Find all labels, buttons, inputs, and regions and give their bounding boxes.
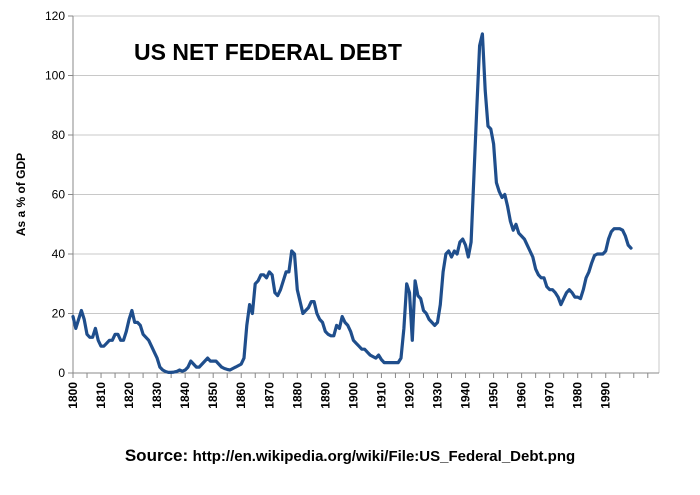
debt-series-line xyxy=(71,32,633,374)
axes xyxy=(68,15,659,378)
y-axis-label: As a % of GDP xyxy=(14,153,28,236)
source-caption: Source: http://en.wikipedia.org/wiki/Fil… xyxy=(0,446,700,466)
x-tick-label: 1870 xyxy=(262,382,276,409)
x-tick-label: 1850 xyxy=(206,382,220,409)
y-tick-label: 60 xyxy=(52,188,66,202)
chart-text: 0 20 40 60 80 100 120 1800 1810 1820 1830 1840 1850 1… xyxy=(14,9,613,409)
x-tick-label: 1920 xyxy=(402,382,416,409)
x-tick-label: 1970 xyxy=(543,382,557,409)
y-tick-label: 100 xyxy=(45,69,65,83)
y-tick-label: 40 xyxy=(52,247,66,261)
series-layer xyxy=(71,32,633,374)
x-tick-label: 1950 xyxy=(487,382,501,409)
y-tick-label: 0 xyxy=(58,366,65,380)
x-tick-label: 1990 xyxy=(599,382,613,409)
y-tick-label: 20 xyxy=(52,307,66,321)
debt-line-chart: 0 20 40 60 80 100 120 1800 1810 1820 1830 1840 1850 1… xyxy=(0,0,700,440)
source-url: http://en.wikipedia.org/wiki/File:US_Fed… xyxy=(192,448,576,465)
x-tick-label: 1820 xyxy=(122,382,136,409)
source-label: Source: xyxy=(124,446,189,465)
x-tick-label: 1910 xyxy=(374,382,388,409)
x-tick-label: 1800 xyxy=(66,382,80,409)
x-tick-label: 1880 xyxy=(290,382,304,409)
x-tick-label: 1890 xyxy=(318,382,332,409)
y-tick-label: 80 xyxy=(52,128,66,142)
x-tick-label: 1830 xyxy=(150,382,164,409)
x-tick-label: 1960 xyxy=(515,382,529,409)
gridlines xyxy=(73,15,660,373)
x-tick-label: 1940 xyxy=(459,382,473,409)
x-tick-label: 1980 xyxy=(571,382,585,409)
x-tick-label: 1810 xyxy=(94,382,108,409)
chart-background xyxy=(0,0,700,440)
x-tick-label: 1930 xyxy=(430,382,444,409)
x-tick-label: 1860 xyxy=(234,382,248,409)
y-tick-label: 120 xyxy=(45,9,65,23)
x-tick-label: 1900 xyxy=(346,382,360,409)
x-tick-label: 1840 xyxy=(178,382,192,409)
chart-title: US NET FEDERAL DEBT xyxy=(134,39,402,65)
